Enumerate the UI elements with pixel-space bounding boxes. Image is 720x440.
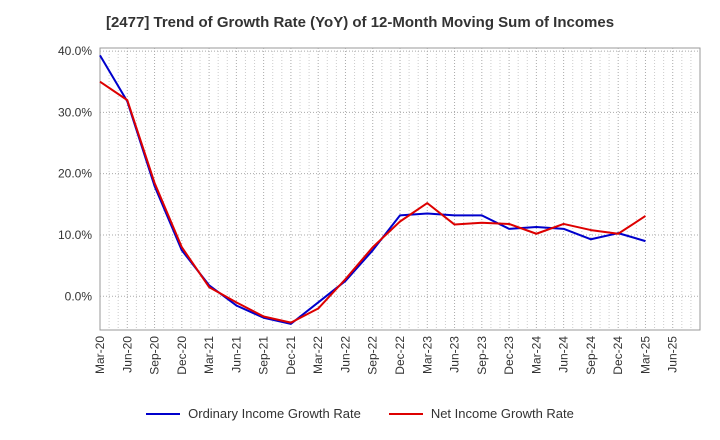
x-tick-label: Dec-23 (502, 336, 516, 375)
legend-item-net-income: Net Income Growth Rate (388, 406, 574, 421)
y-tick-label: 10.0% (58, 228, 92, 242)
y-tick-label: 30.0% (58, 105, 92, 119)
x-tick-label: Mar-23 (420, 336, 434, 374)
x-tick-label: Jun-20 (120, 336, 134, 373)
legend: Ordinary Income Growth Rate Net Income G… (0, 406, 720, 421)
x-tick-label: Mar-25 (638, 336, 652, 374)
x-tick-label: Dec-24 (611, 336, 625, 375)
x-tick-label: Mar-24 (529, 336, 543, 374)
grid (100, 48, 700, 330)
y-tick-label: 20.0% (58, 167, 92, 181)
x-tick-label: Mar-20 (93, 336, 107, 374)
legend-item-ordinary-income: Ordinary Income Growth Rate (146, 406, 361, 421)
x-tick-label: Sep-23 (475, 336, 489, 375)
axes: Mar-20 Jun-20 Sep-20 Dec-20 Mar-21 Jun-21 Sep-… (58, 44, 680, 375)
x-tick-label: Dec-20 (175, 336, 189, 375)
x-tick-label: Sep-24 (584, 336, 598, 375)
x-tick-label: Jun-23 (448, 336, 462, 373)
legend-label-net-income: Net Income Growth Rate (430, 406, 574, 421)
x-tick-label: Jun-24 (557, 336, 571, 373)
legend-swatch-ordinary-income (146, 412, 181, 415)
y-tick-label: 0.0% (65, 289, 93, 303)
y-tick-label: 40.0% (58, 44, 92, 58)
legend-swatch-net-income (388, 412, 423, 415)
legend-label-ordinary-income: Ordinary Income Growth Rate (188, 406, 361, 421)
x-tick-label: Jun-25 (666, 336, 680, 373)
x-tick-label: Dec-22 (393, 336, 407, 375)
x-tick-label: Mar-22 (311, 336, 325, 374)
x-tick-label: Dec-21 (284, 336, 298, 375)
net-income-growth-line (99, 80, 647, 324)
x-tick-label: Mar-21 (202, 336, 216, 374)
x-tick-label: Sep-21 (257, 336, 271, 375)
series-group (99, 54, 647, 325)
x-tick-label: Jun-21 (229, 336, 243, 373)
chart-title: [2477] Trend of Growth Rate (YoY) of 12-… (105, 14, 615, 31)
x-tick-label: Sep-20 (148, 336, 162, 375)
x-tick-label: Jun-22 (338, 336, 352, 373)
x-tick-label: Sep-22 (366, 336, 380, 375)
